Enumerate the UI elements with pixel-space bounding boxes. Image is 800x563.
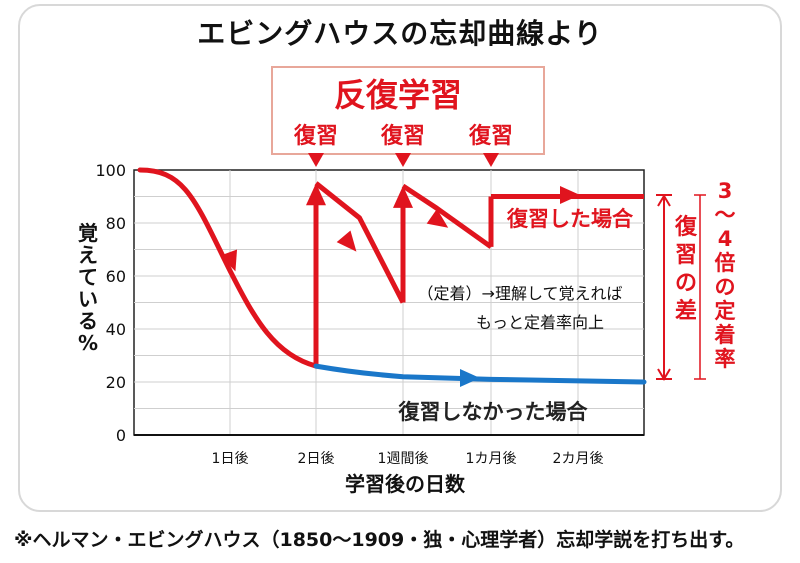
reviewed-series-jump-1-head xyxy=(306,183,326,206)
repeat-learning-box xyxy=(271,66,545,155)
reviewed-series-decay-3 xyxy=(401,183,493,249)
reviewed-series-arrow-2 xyxy=(336,230,357,252)
fold-label: 3 〜 4 倍の定着率 xyxy=(714,179,736,371)
footnote: ※ヘルマン・エビングハウス（1850〜1909・独・心理学者）忘却学説を打ち出す… xyxy=(14,529,745,551)
x-tick-label: 1カ月後 xyxy=(466,451,517,467)
repeat-learning-title: 反復学習 xyxy=(334,76,462,114)
note-line-2: もっと定着率向上 xyxy=(476,313,604,332)
x-tick-label: 2カ月後 xyxy=(553,451,604,467)
y-tick-label: 0 xyxy=(116,426,126,445)
y-tick-label: 100 xyxy=(95,161,126,180)
not-reviewed-case-label: 復習しなかった場合 xyxy=(398,400,589,424)
review-marker-3 xyxy=(483,153,499,167)
review-label-3: 復習 xyxy=(468,123,513,149)
y-tick-label: 40 xyxy=(106,320,126,339)
not-reviewed-series-line xyxy=(313,363,647,385)
chart-title: エビングハウスの忘却曲線より xyxy=(197,17,603,50)
x-tick-label: 1日後 xyxy=(212,451,249,467)
reviewed-series-decay-1 xyxy=(137,167,319,369)
review-marker-1 xyxy=(308,153,324,167)
difference-label: 復習の差 xyxy=(674,214,698,324)
y-tick-label: 20 xyxy=(106,373,126,392)
reviewed-series-jump-2-head xyxy=(393,185,413,208)
review-label-2: 復習 xyxy=(380,123,425,149)
not-reviewed-series-arrow xyxy=(460,369,480,387)
reviewed-series-decay-2 xyxy=(314,181,406,304)
note-line-1: （定着）→理解して覚えれば xyxy=(418,284,623,303)
review-label-1: 復習 xyxy=(293,123,338,149)
reviewed-case-label: 復習した場合 xyxy=(506,207,634,231)
y-tick-label: 60 xyxy=(106,267,126,286)
y-axis-label: 覚えている% xyxy=(78,221,98,355)
reviewed-series-arrow-4 xyxy=(560,186,580,204)
review-marker-2 xyxy=(395,153,411,167)
x-axis-label: 学習後の日数 xyxy=(345,472,466,496)
y-tick-label: 80 xyxy=(106,214,126,233)
x-tick-label: 1週間後 xyxy=(378,451,429,467)
reviewed-series-arrow-3 xyxy=(426,208,449,228)
reviewed-series-arrow-1 xyxy=(220,249,238,272)
x-tick-label: 2日後 xyxy=(298,451,335,467)
